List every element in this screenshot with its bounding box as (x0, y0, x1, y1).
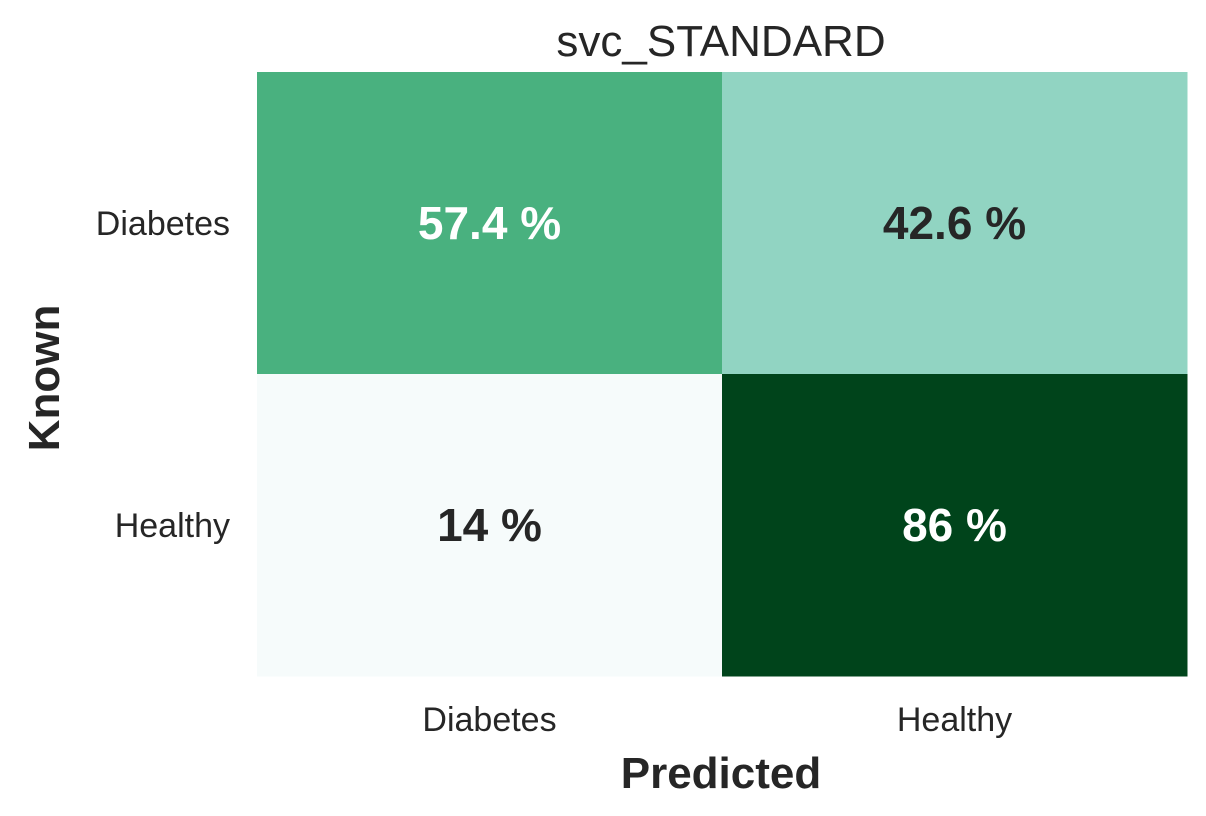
cell-value-label: 42.6 % (883, 197, 1026, 249)
y-axis-label: Known (20, 305, 69, 452)
y-tick-label-diabetes: Diabetes (96, 205, 230, 243)
heatmap-cell-diabetes-diabetes (257, 72, 723, 375)
heatmap-cells (257, 72, 1188, 677)
heatmap-cell-healthy-diabetes (257, 374, 723, 677)
y-tick-label-healthy: Healthy (115, 507, 230, 545)
y-axis-tick-labels: Diabetes Healthy (96, 205, 230, 545)
heatmap-cell-healthy-healthy (722, 374, 1188, 677)
x-axis-tick-labels: Diabetes Healthy (422, 701, 1012, 739)
heatmap-cell-labels: 57.4 % 42.6 % 14 % 86 % (418, 197, 1026, 551)
cell-value-label: 14 % (437, 499, 542, 551)
heatmap-cell-diabetes-healthy (722, 72, 1188, 375)
x-tick-label-diabetes: Diabetes (422, 701, 556, 739)
x-tick-label-healthy: Healthy (897, 701, 1012, 739)
x-axis-label: Predicted (621, 749, 822, 798)
cell-value-label: 86 % (902, 499, 1007, 551)
cell-value-label: 57.4 % (418, 197, 561, 249)
chart-title: svc_STANDARD (556, 17, 885, 66)
